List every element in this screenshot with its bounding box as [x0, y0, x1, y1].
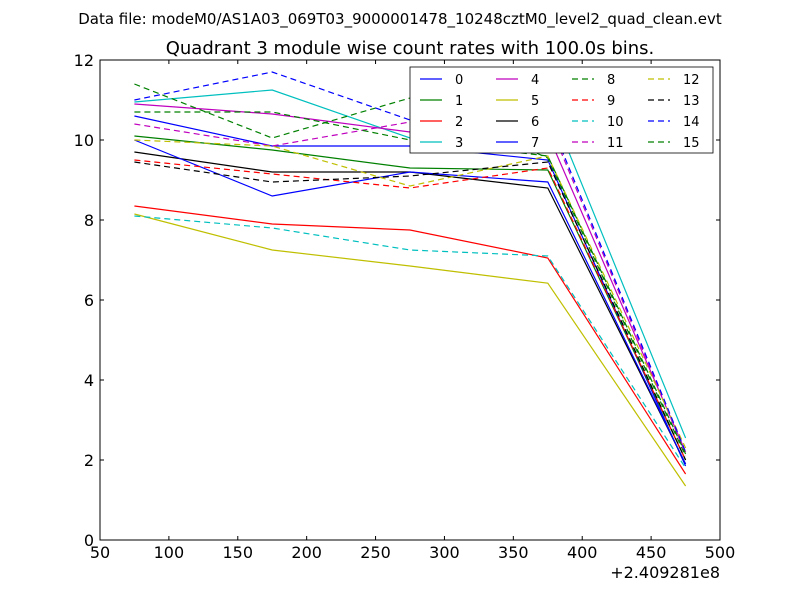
legend-label-0: 0: [455, 73, 463, 88]
legend-label-14: 14: [683, 115, 700, 130]
legend-label-11: 11: [607, 136, 624, 151]
chart-title: Quadrant 3 module wise count rates with …: [166, 38, 655, 59]
y-tick-label: 6: [84, 291, 94, 310]
x-offset-label: +2.409281e8: [610, 563, 720, 582]
legend-label-15: 15: [683, 136, 700, 151]
series-line-5: [134, 213, 687, 487]
series-line-13: [134, 161, 687, 461]
x-tick-label: 500: [705, 543, 736, 562]
x-tick-label: 200: [291, 543, 322, 562]
x-tick-label: 50: [90, 543, 110, 562]
legend-box: [409, 66, 714, 154]
legend-label-6: 6: [531, 115, 539, 130]
y-tick-label: 0: [84, 531, 94, 550]
figure-suptitle: Data file: modeM0/AS1A03_069T03_90000014…: [78, 10, 722, 29]
y-tick-label: 10: [74, 131, 94, 150]
x-tick-label: 400: [567, 543, 598, 562]
legend-label-4: 4: [531, 73, 539, 88]
x-tick-label: 450: [636, 543, 667, 562]
series-line-12: [134, 139, 687, 449]
x-tick-label: 250: [360, 543, 391, 562]
x-tick-label: 150: [223, 543, 254, 562]
legend-label-10: 10: [607, 115, 624, 130]
legend-label-5: 5: [531, 94, 539, 109]
legend-label-1: 1: [455, 94, 463, 109]
legend-label-8: 8: [607, 73, 615, 88]
x-tick-label: 350: [498, 543, 529, 562]
legend-label-9: 9: [607, 94, 615, 109]
legend-label-3: 3: [455, 136, 463, 151]
legend-label-2: 2: [455, 115, 463, 130]
legend-label-13: 13: [683, 94, 700, 109]
legend-label-7: 7: [531, 136, 539, 151]
y-tick-label: 12: [74, 51, 94, 70]
x-tick-label: 300: [429, 543, 460, 562]
series-line-11: [134, 119, 687, 455]
series-line-9: [134, 159, 687, 461]
x-tick-label: 100: [154, 543, 185, 562]
series-line-2: [134, 205, 687, 475]
series-line-10: [134, 215, 687, 469]
series-line-15: [134, 111, 687, 455]
y-tick-label: 2: [84, 451, 94, 470]
y-tick-label: 4: [84, 371, 94, 390]
series-line-7: [134, 139, 687, 465]
y-tick-label: 8: [84, 211, 94, 230]
series-line-14: [134, 71, 687, 453]
series-line-6: [134, 151, 687, 465]
legend-label-12: 12: [683, 73, 700, 88]
